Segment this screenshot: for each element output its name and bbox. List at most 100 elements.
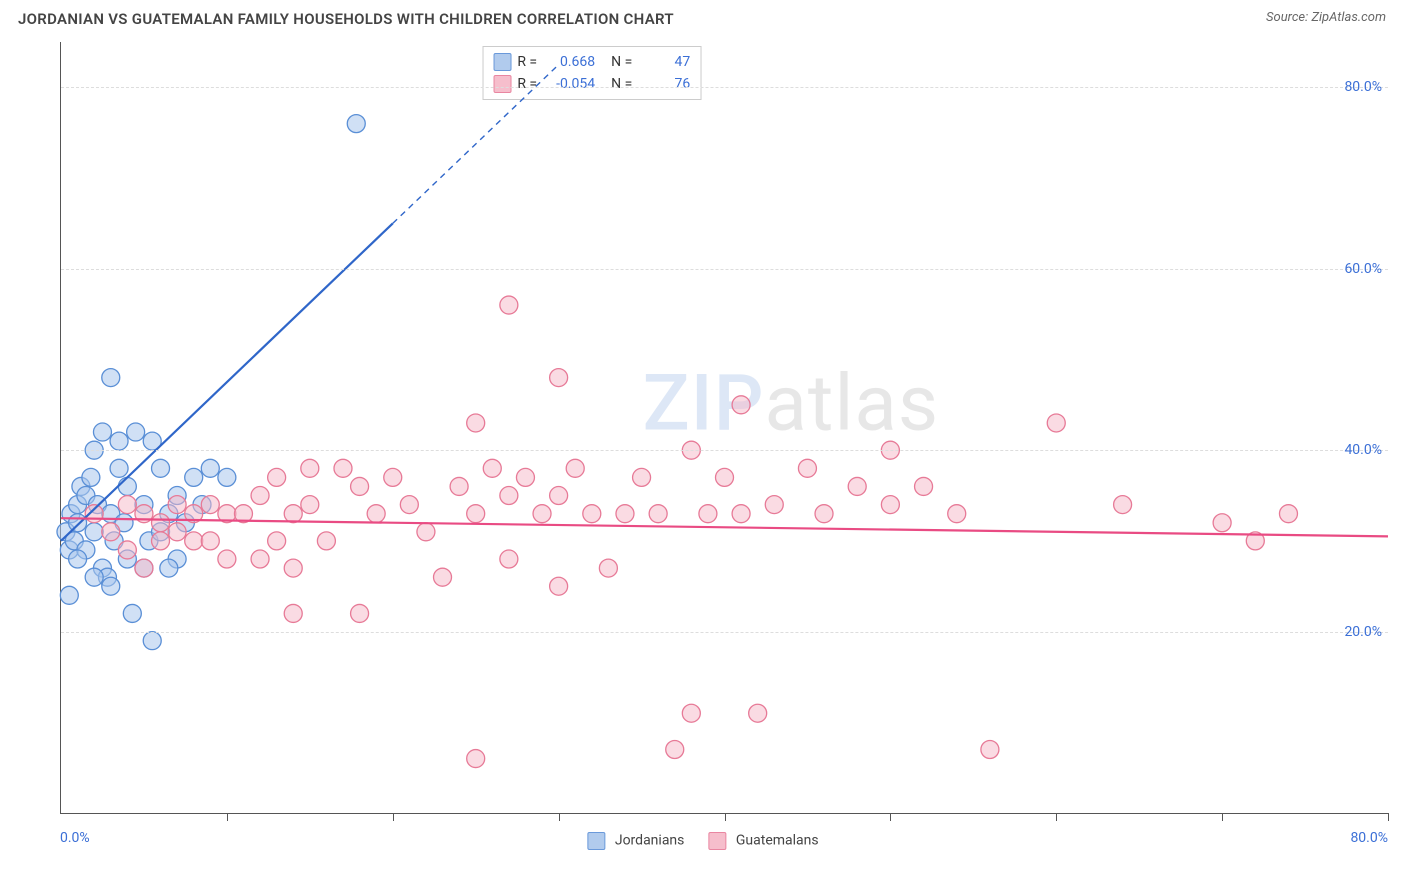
scatter-point-guatemalans xyxy=(682,704,700,722)
scatter-point-guatemalans xyxy=(583,505,601,523)
scatter-point-guatemalans xyxy=(185,532,203,550)
scatter-point-guatemalans xyxy=(301,459,319,477)
scatter-point-jordanians xyxy=(110,432,128,450)
x-tick xyxy=(890,813,891,821)
chart-title: JORDANIAN VS GUATEMALAN FAMILY HOUSEHOLD… xyxy=(18,10,674,28)
scatter-point-guatemalans xyxy=(716,468,734,486)
scatter-point-guatemalans xyxy=(483,459,501,477)
scatter-point-jordanians xyxy=(93,423,111,441)
plot-area: ZIPatlas R = 0.668 N = 47 R = -0.054 N =… xyxy=(60,42,1388,814)
scatter-point-guatemalans xyxy=(268,532,286,550)
scatter-point-guatemalans xyxy=(118,496,136,514)
x-tick xyxy=(559,813,560,821)
trend-line-dash-jordanians xyxy=(393,65,559,224)
scatter-point-jordanians xyxy=(127,423,145,441)
scatter-point-guatemalans xyxy=(732,505,750,523)
x-tick xyxy=(227,813,228,821)
scatter-point-guatemalans xyxy=(168,496,186,514)
scatter-point-guatemalans xyxy=(1213,514,1231,532)
legend-swatch-jordanians xyxy=(587,832,605,850)
y-tick-label: 60.0% xyxy=(1344,261,1382,277)
scatter-point-guatemalans xyxy=(666,741,684,759)
scatter-point-guatemalans xyxy=(1279,505,1297,523)
scatter-point-guatemalans xyxy=(948,505,966,523)
scatter-point-jordanians xyxy=(69,514,87,532)
scatter-point-guatemalans xyxy=(467,414,485,432)
scatter-point-guatemalans xyxy=(599,559,617,577)
scatter-point-jordanians xyxy=(152,459,170,477)
legend-item-guatemalans: Guatemalans xyxy=(708,832,818,850)
scatter-point-guatemalans xyxy=(815,505,833,523)
scatter-point-jordanians xyxy=(60,586,78,604)
scatter-point-jordanians xyxy=(85,568,103,586)
scatter-point-guatemalans xyxy=(500,550,518,568)
scatter-point-jordanians xyxy=(85,523,103,541)
gridline xyxy=(61,450,1388,451)
scatter-point-jordanians xyxy=(123,604,141,622)
scatter-point-guatemalans xyxy=(616,505,634,523)
y-tick-label: 80.0% xyxy=(1344,79,1382,95)
scatter-point-jordanians xyxy=(347,115,365,133)
source-attribution: Source: ZipAtlas.com xyxy=(1266,10,1386,25)
scatter-point-jordanians xyxy=(69,550,87,568)
scatter-point-guatemalans xyxy=(699,505,717,523)
scatter-point-jordanians xyxy=(118,477,136,495)
scatter-point-guatemalans xyxy=(351,477,369,495)
scatter-point-guatemalans xyxy=(516,468,534,486)
x-tick xyxy=(1222,813,1223,821)
scatter-point-guatemalans xyxy=(550,369,568,387)
scatter-point-guatemalans xyxy=(500,487,518,505)
scatter-point-guatemalans xyxy=(732,396,750,414)
legend-label-guatemalans: Guatemalans xyxy=(736,833,819,849)
x-tick xyxy=(393,813,394,821)
scatter-point-guatemalans xyxy=(533,505,551,523)
scatter-point-jordanians xyxy=(218,468,236,486)
scatter-point-guatemalans xyxy=(334,459,352,477)
x-axis-min-label: 0.0% xyxy=(60,830,90,846)
scatter-point-jordanians xyxy=(201,459,219,477)
scatter-point-guatemalans xyxy=(168,523,186,541)
scatter-point-guatemalans xyxy=(1114,496,1132,514)
scatter-point-guatemalans xyxy=(450,477,468,495)
scatter-point-guatemalans xyxy=(550,577,568,595)
legend-item-jordanians: Jordanians xyxy=(587,832,684,850)
gridline xyxy=(61,269,1388,270)
chart-container: Family Households with Children ZIPatlas… xyxy=(18,42,1388,856)
scatter-point-guatemalans xyxy=(550,487,568,505)
scatter-point-guatemalans xyxy=(417,523,435,541)
scatter-point-jordanians xyxy=(82,468,100,486)
scatter-point-guatemalans xyxy=(467,505,485,523)
source-prefix: Source: xyxy=(1266,10,1311,25)
bottom-legend: Jordanians Guatemalans xyxy=(587,832,818,850)
scatter-point-guatemalans xyxy=(102,523,120,541)
x-tick xyxy=(1056,813,1057,821)
gridline xyxy=(61,632,1388,633)
scatter-point-guatemalans xyxy=(284,505,302,523)
source-name: ZipAtlas.com xyxy=(1311,10,1386,25)
scatter-point-jordanians xyxy=(160,559,178,577)
scatter-point-guatemalans xyxy=(881,496,899,514)
scatter-point-jordanians xyxy=(102,577,120,595)
scatter-point-guatemalans xyxy=(798,459,816,477)
trend-line-guatemalans xyxy=(61,518,1388,536)
scatter-point-guatemalans xyxy=(400,496,418,514)
scatter-point-guatemalans xyxy=(284,559,302,577)
scatter-point-guatemalans xyxy=(434,568,452,586)
scatter-point-guatemalans xyxy=(765,496,783,514)
scatter-point-jordanians xyxy=(102,369,120,387)
legend-swatch-guatemalans xyxy=(708,832,726,850)
scatter-point-guatemalans xyxy=(915,477,933,495)
scatter-point-guatemalans xyxy=(848,477,866,495)
scatter-point-guatemalans xyxy=(467,750,485,768)
scatter-point-guatemalans xyxy=(633,468,651,486)
scatter-point-guatemalans xyxy=(201,496,219,514)
scatter-point-guatemalans xyxy=(649,505,667,523)
scatter-point-guatemalans xyxy=(284,604,302,622)
scatter-point-guatemalans xyxy=(251,550,269,568)
scatter-point-guatemalans xyxy=(301,496,319,514)
scatter-point-jordanians xyxy=(110,459,128,477)
scatter-point-jordanians xyxy=(143,632,161,650)
scatter-point-guatemalans xyxy=(749,704,767,722)
scatter-point-guatemalans xyxy=(351,604,369,622)
scatter-point-guatemalans xyxy=(251,487,269,505)
